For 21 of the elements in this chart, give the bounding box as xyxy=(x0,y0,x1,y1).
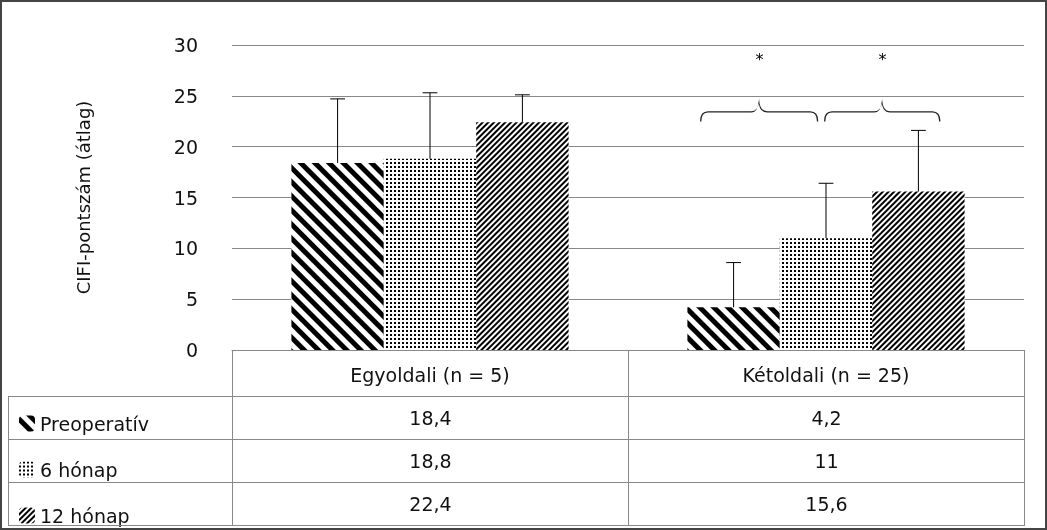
y-tick-label: 0 xyxy=(185,339,198,361)
x-tick-label: Egyoldali (n = 5) xyxy=(350,363,510,386)
data-label: 11 xyxy=(628,439,1025,483)
y-tick-label: 10 xyxy=(173,237,198,260)
y-axis-title: CIFI-pontszám (átlag) xyxy=(72,100,94,295)
legend-label: Preoperatív xyxy=(40,412,150,435)
annotation: * xyxy=(878,49,887,69)
data-label: 22,4 xyxy=(232,482,629,526)
y-tick-label: 20 xyxy=(173,135,198,158)
x-tick-label: Kétoldali (n = 25) xyxy=(742,363,910,386)
y-tick-label: 15 xyxy=(173,186,198,209)
data-label: 15,6 xyxy=(628,482,1025,526)
y-tick-label: 30 xyxy=(173,34,198,56)
legend-label: 6 hónap xyxy=(40,458,118,481)
data-label: 18,8 xyxy=(232,439,629,483)
y-tick-label: 25 xyxy=(173,84,198,107)
annotation: * xyxy=(755,49,764,69)
data-label: 4,2 xyxy=(628,396,1025,440)
data-label: 18,4 xyxy=(232,396,629,440)
y-tick-label: 5 xyxy=(185,288,198,311)
legend-label: 12 hónap xyxy=(40,504,130,527)
